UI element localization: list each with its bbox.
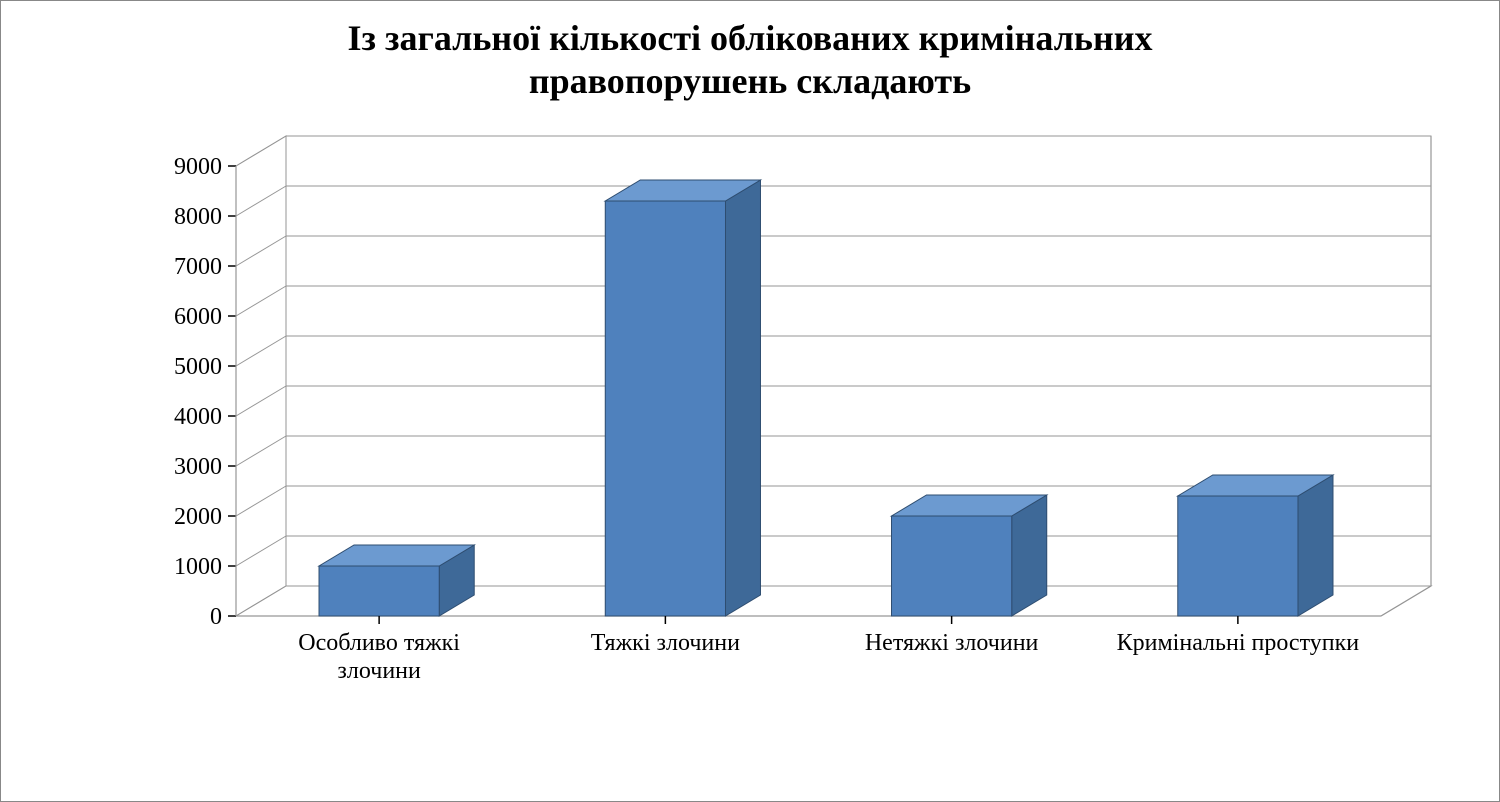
chart-frame: Із загальної кількості облікованих кримі…	[0, 0, 1500, 802]
x-tick-label: Тяжкі злочини	[591, 630, 740, 656]
y-tick-label: 6000	[174, 304, 222, 330]
y-tick-label: 9000	[174, 154, 222, 180]
y-tick-label: 5000	[174, 354, 222, 380]
bar	[605, 180, 760, 616]
plot-area: 0 1000 2000 3000 4000 5000 6000 7000 8000 9000 Осо…	[131, 146, 1431, 706]
y-tick-label: 3000	[174, 454, 222, 480]
y-tick-label: 0	[210, 604, 222, 630]
y-tick-label: 2000	[174, 504, 222, 530]
x-tick-label: Нетяжкі злочини	[865, 630, 1039, 656]
x-tick-label: Кримінальні проступки	[1117, 630, 1360, 656]
y-tick-label: 4000	[174, 404, 222, 430]
bar	[1178, 475, 1333, 616]
chart-title: Із загальної кількості облікованих кримі…	[1, 17, 1499, 103]
y-tick-label: 7000	[174, 254, 222, 280]
bar-chart-svg: 0 1000 2000 3000 4000 5000 6000 7000 8000 9000 Осо…	[131, 146, 1431, 706]
bar	[319, 545, 474, 616]
bar	[892, 495, 1047, 616]
chart-title-line1: Із загальної кількості облікованих кримі…	[348, 18, 1153, 58]
chart-title-line2: правопорушень складають	[529, 61, 971, 101]
x-tick-label: Особливо тяжкізлочини	[298, 630, 460, 684]
y-tick-label: 8000	[174, 204, 222, 230]
y-tick-label: 1000	[174, 554, 222, 580]
